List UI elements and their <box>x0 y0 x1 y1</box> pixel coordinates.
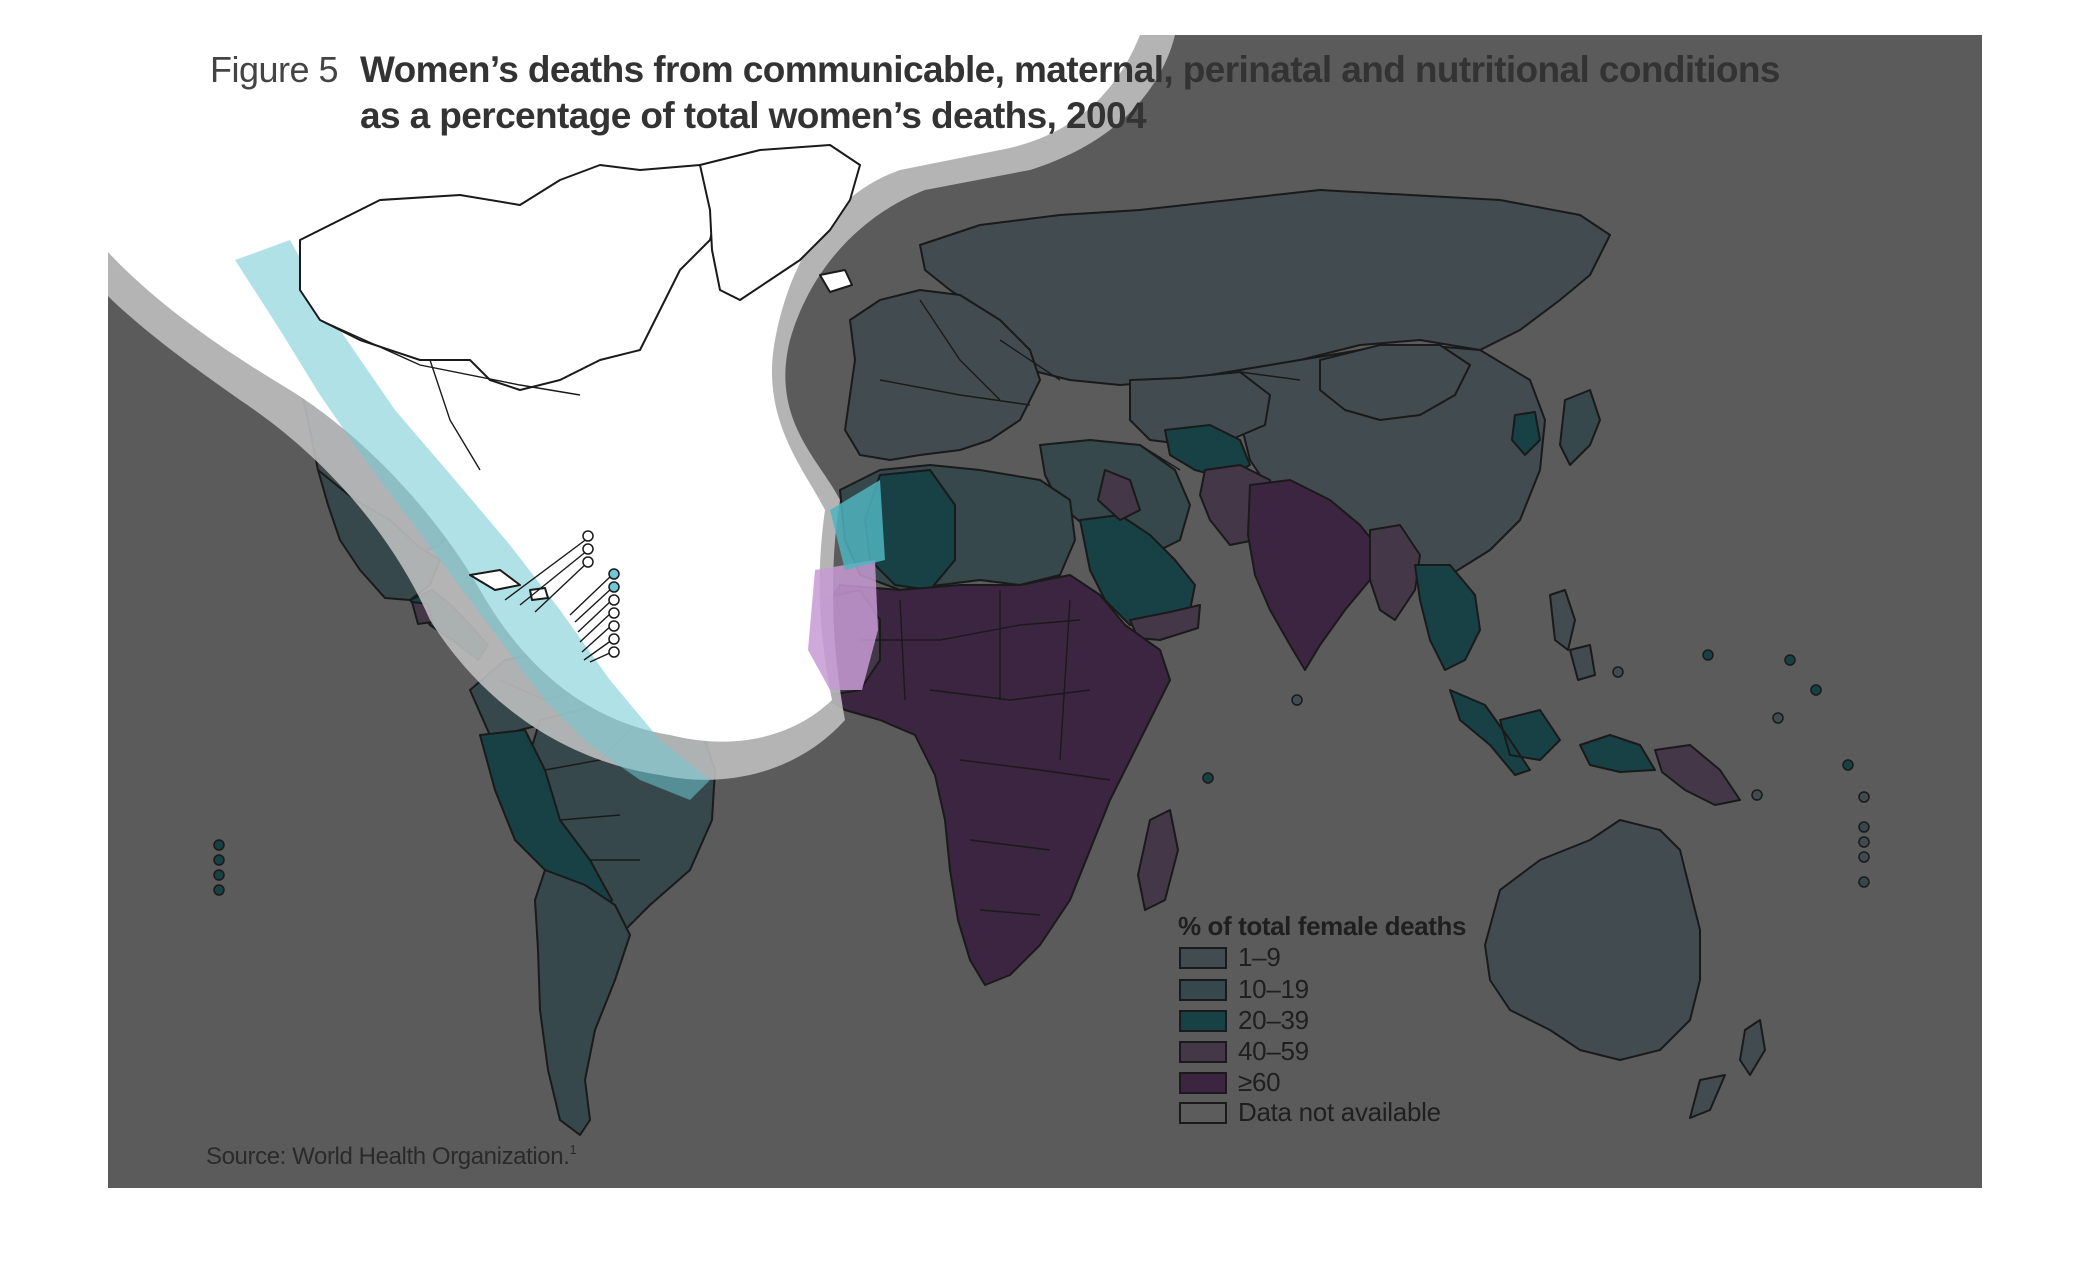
country-papua-new-guinea <box>1654 744 1741 806</box>
country-cuba-outline <box>469 569 521 591</box>
source-text: Source: World Health Organization. <box>206 1143 569 1170</box>
country-philippines <box>1549 589 1596 681</box>
island-marker <box>582 530 594 542</box>
legend: % of total female deaths 1–9 10–19 20–39… <box>1178 911 1466 1127</box>
source-note: Source: World Health Organization.1 <box>206 1142 576 1170</box>
oceania-landmass <box>1449 589 1766 1119</box>
legend-label: 1–9 <box>1238 942 1280 972</box>
island-markers <box>213 649 1870 896</box>
island-marker <box>1842 759 1854 771</box>
country-australia <box>1484 819 1701 1061</box>
legend-label: ≥60 <box>1238 1067 1280 1097</box>
legend-item: ≥60 <box>1179 1067 1281 1097</box>
island-marker <box>582 556 594 568</box>
figure-title-line2: as a percentage of total women’s deaths,… <box>360 95 1147 136</box>
island-marker <box>1858 851 1870 863</box>
island-marker <box>1858 791 1870 803</box>
country-iceland-outline <box>819 269 853 293</box>
country-europe <box>844 289 1041 461</box>
country-madagascar <box>1137 809 1179 911</box>
country-kazakhstan <box>1129 371 1271 446</box>
legend-label: 40–59 <box>1238 1036 1309 1066</box>
legend-title: % of total female deaths <box>1178 911 1466 941</box>
island-marker <box>1702 649 1714 661</box>
figure-label: Figure 5 <box>210 49 338 90</box>
country-korea <box>1511 411 1541 456</box>
legend-label: 20–39 <box>1238 1005 1309 1035</box>
island-marker <box>1612 666 1624 678</box>
source-footnote: 1 <box>569 1142 576 1157</box>
island-marker <box>213 869 225 881</box>
legend-swatch <box>1179 979 1227 1001</box>
island-marker <box>582 543 594 555</box>
island-marker <box>1858 821 1870 833</box>
island-marker <box>1202 772 1214 784</box>
country-iraq-syria <box>1097 469 1141 521</box>
caribbean-callouts <box>504 530 620 663</box>
legend-swatch <box>1179 1041 1227 1063</box>
legend-item: Data not available <box>1179 1097 1441 1127</box>
halo-pink-africa <box>808 560 878 690</box>
island-marker <box>608 607 620 619</box>
island-marker <box>1858 836 1870 848</box>
country-india <box>1247 479 1381 671</box>
island-marker <box>608 594 620 606</box>
country-southeast-asia <box>1414 564 1481 671</box>
island-marker <box>608 568 620 580</box>
island-marker <box>608 581 620 593</box>
country-sub-saharan-africa <box>809 574 1171 986</box>
halo-cyan-band <box>235 240 710 800</box>
country-new-zealand <box>1689 1019 1766 1119</box>
legend-swatch <box>1179 1072 1227 1094</box>
island-marker <box>213 839 225 851</box>
legend-label: 10–19 <box>1238 974 1309 1004</box>
island-marker <box>1810 684 1822 696</box>
country-bangladesh-myanmar <box>1369 524 1421 621</box>
legend-label: Data not available <box>1238 1097 1441 1127</box>
legend-swatch <box>1179 947 1227 969</box>
country-greenland-outline <box>699 144 861 301</box>
country-argentina-chile <box>534 869 631 1136</box>
legend-swatch <box>1179 1010 1227 1032</box>
legend-item: 40–59 <box>1179 1036 1309 1066</box>
europe-asia-landmass <box>844 189 1611 671</box>
north-america-outline <box>299 144 861 601</box>
legend-item: 20–39 <box>1179 1005 1309 1035</box>
island-marker <box>1784 654 1796 666</box>
island-marker <box>608 633 620 645</box>
country-mongolia <box>1319 344 1471 421</box>
legend-item: 1–9 <box>1179 942 1281 972</box>
country-japan <box>1559 389 1601 466</box>
island-marker <box>1772 712 1784 724</box>
island-marker <box>213 884 225 896</box>
halo-cyan-africa <box>830 480 885 570</box>
island-marker <box>213 854 225 866</box>
island-marker <box>608 646 620 658</box>
figure-title-line1: Women’s deaths from communicable, matern… <box>360 49 1780 90</box>
island-marker <box>1858 876 1870 888</box>
island-marker <box>608 620 620 632</box>
legend-item: 10–19 <box>1179 974 1309 1004</box>
country-canada-outline <box>299 164 721 391</box>
legend-swatch <box>1179 1102 1227 1124</box>
island-marker <box>1751 789 1763 801</box>
country-indonesia <box>1449 689 1656 776</box>
island-marker <box>1291 694 1303 706</box>
